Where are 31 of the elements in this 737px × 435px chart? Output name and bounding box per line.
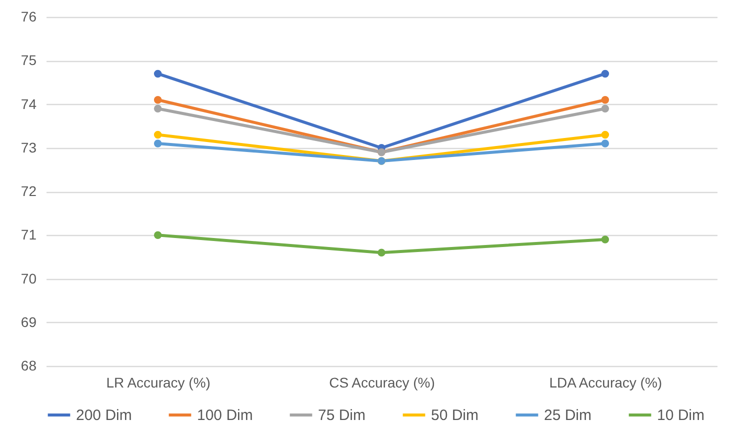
y-tick-label: 68 [20,358,37,374]
y-tick-label: 76 [20,8,37,24]
point [154,140,162,148]
legend-label: 10 Dim [657,407,705,424]
point [378,248,386,256]
point [154,130,162,139]
legend-label: 25 Dim [544,407,592,424]
point [601,70,610,78]
x-tick-label: LR Accuracy (%) [106,374,210,390]
legend-label: 50 Dim [431,407,479,424]
y-tick-label: 74 [20,96,37,112]
y-tick-label: 73 [20,139,37,156]
point [601,96,610,104]
point [154,231,162,239]
x-tick-label: CS Accuracy (%) [329,374,435,390]
point [154,96,162,104]
point [154,70,162,78]
point [154,104,162,112]
x-tick-label: LDA Accuracy (%) [549,374,662,390]
point [601,236,610,244]
y-tick-label: 71 [20,226,37,243]
legend-label: 100 Dim [197,407,253,424]
point [601,130,610,139]
y-tick-label: 75 [20,52,37,68]
legend-label: 75 Dim [318,407,366,424]
point [601,140,610,148]
y-tick-label: 69 [20,314,37,330]
point [601,104,610,112]
y-tick-label: 72 [20,183,37,199]
y-tick-label: 70 [20,270,37,286]
legend-label: 200 Dim [76,407,132,424]
